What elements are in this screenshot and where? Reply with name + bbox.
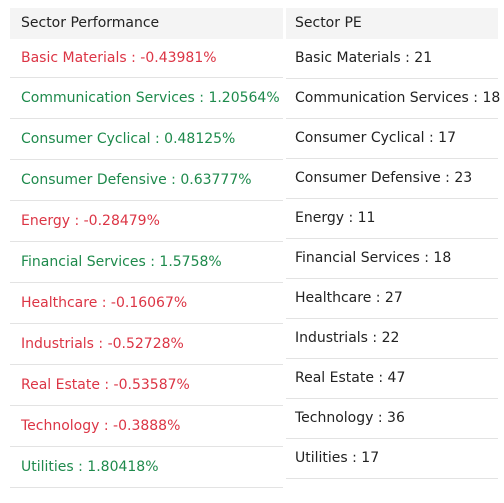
sector-pe-list: Basic Materials : 21 Communication Servi… [286, 39, 500, 479]
pe-row-consumer-defensive: Consumer Defensive : 23 [286, 159, 498, 199]
pe-row-basic-materials: Basic Materials : 21 [286, 39, 498, 79]
performance-row-financial-services: Financial Services : 1.5758% [10, 242, 283, 283]
performance-row-industrials: Industrials : -0.52728% [10, 324, 283, 365]
performance-row-healthcare: Healthcare : -0.16067% [10, 283, 283, 324]
pe-row-industrials: Industrials : 22 [286, 319, 498, 359]
performance-row-real-estate: Real Estate : -0.53587% [10, 365, 283, 406]
performance-row-utilities: Utilities : 1.80418% [10, 447, 283, 488]
pe-row-real-estate: Real Estate : 47 [286, 359, 498, 399]
pe-row-technology: Technology : 36 [286, 399, 498, 439]
performance-row-technology: Technology : -0.3888% [10, 406, 283, 447]
performance-row-energy: Energy : -0.28479% [10, 201, 283, 242]
pe-row-consumer-cyclical: Consumer Cyclical : 17 [286, 119, 498, 159]
performance-row-consumer-cyclical: Consumer Cyclical : 0.48125% [10, 119, 283, 160]
sector-pe-panel: Sector PE Basic Materials : 21 Communica… [286, 8, 500, 479]
pe-row-utilities: Utilities : 17 [286, 439, 498, 479]
sector-performance-list: Basic Materials : -0.43981% Communicatio… [10, 39, 283, 488]
pe-row-healthcare: Healthcare : 27 [286, 279, 498, 319]
performance-row-basic-materials: Basic Materials : -0.43981% [10, 39, 283, 78]
sector-performance-header: Sector Performance [10, 8, 283, 39]
performance-row-communication-services: Communication Services : 1.20564% [10, 78, 283, 119]
pe-row-communication-services: Communication Services : 18 [286, 79, 500, 119]
sector-performance-panel: Sector Performance Basic Materials : -0.… [10, 8, 283, 488]
performance-row-consumer-defensive: Consumer Defensive : 0.63777% [10, 160, 283, 201]
pe-row-financial-services: Financial Services : 18 [286, 239, 498, 279]
pe-row-energy: Energy : 11 [286, 199, 498, 239]
sector-pe-header: Sector PE [286, 8, 498, 39]
